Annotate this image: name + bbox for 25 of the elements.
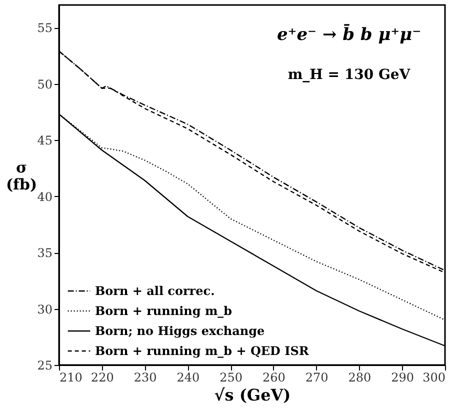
x-tick-label: 210 — [60, 370, 82, 384]
legend-label: Born; no Higgs exchange — [95, 324, 266, 338]
y-tick-label: 25 — [37, 358, 52, 372]
x-tick-label: 300 — [422, 370, 446, 384]
y-tick-label: 55 — [37, 21, 52, 35]
x-tick-label: 280 — [348, 370, 372, 384]
x-tick-label: 260 — [262, 370, 286, 384]
x-tick-label: 290 — [391, 370, 414, 384]
annotation: e⁺e⁻ → b̄ b μ⁺μ⁻ — [276, 24, 422, 45]
x-tick-label: 240 — [176, 370, 200, 384]
legend-label: Born + all correc. — [95, 284, 215, 298]
x-tick-label: 220 — [90, 370, 114, 384]
y-tick-label: 50 — [37, 77, 52, 92]
x-axis-title: √s (GeV) — [214, 386, 291, 404]
x-tick-label: 270 — [305, 370, 328, 384]
x-tick-label: 230 — [134, 370, 157, 384]
legend-label: Born + running m_b — [95, 304, 232, 318]
y-axis-title: σ (fb) — [6, 158, 38, 194]
annotation: m_H = 130 GeV — [288, 67, 412, 83]
x-tick-label: 250 — [220, 370, 243, 384]
y-tick-label: 35 — [37, 246, 52, 260]
y-tick-label: 40 — [37, 190, 52, 204]
y-tick-label: 30 — [37, 302, 52, 316]
legend-label: Born + running m_b + QED ISR — [95, 344, 310, 358]
y-tick-label: 45 — [37, 134, 52, 148]
